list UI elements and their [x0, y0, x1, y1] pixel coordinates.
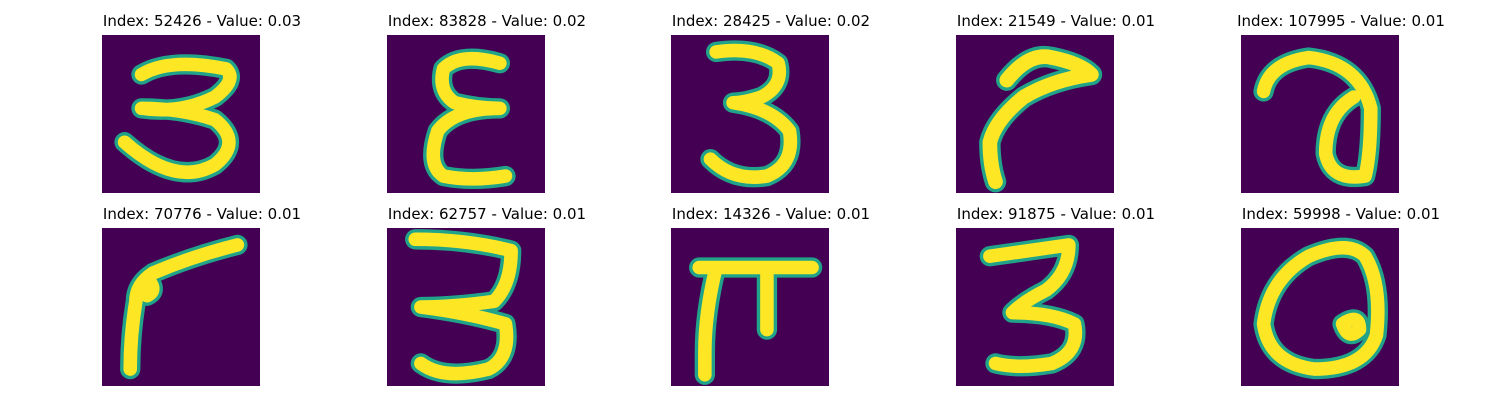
digit-image	[102, 35, 260, 193]
panel-title: Index: 14326 - Value: 0.01	[671, 205, 871, 223]
digit-image	[1241, 35, 1399, 193]
digit-image	[102, 228, 260, 386]
panel-title: Index: 52426 - Value: 0.03	[102, 12, 302, 30]
panel-title: Index: 28425 - Value: 0.02	[671, 12, 871, 30]
digit-image	[956, 35, 1114, 193]
panel-title: Index: 91875 - Value: 0.01	[956, 205, 1156, 223]
digit-image	[671, 228, 829, 386]
panel-title: Index: 83828 - Value: 0.02	[387, 12, 587, 30]
digit-image	[671, 35, 829, 193]
panel-title: Index: 70776 - Value: 0.01	[102, 205, 302, 223]
panel-title: Index: 21549 - Value: 0.01	[956, 12, 1156, 30]
digit-image	[387, 228, 545, 386]
digit-image	[387, 35, 545, 193]
panel-title: Index: 62757 - Value: 0.01	[387, 205, 587, 223]
panel-title: Index: 59998 - Value: 0.01	[1241, 205, 1441, 223]
digit-image	[1241, 228, 1399, 386]
panel-title: Index: 107995 - Value: 0.01	[1237, 12, 1445, 30]
digit-image	[956, 228, 1114, 386]
